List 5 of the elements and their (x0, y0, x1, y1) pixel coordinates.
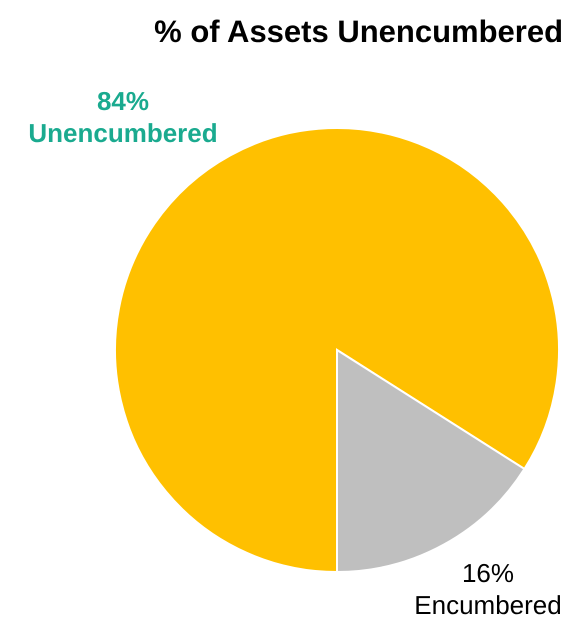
slice-label: Unencumbered (28, 118, 218, 148)
data-label: 16% (462, 558, 514, 588)
chart-title: % of Assets Unencumbered (154, 14, 563, 49)
slice-label: Encumbered (414, 590, 562, 620)
data-label: 84% (96, 86, 150, 116)
